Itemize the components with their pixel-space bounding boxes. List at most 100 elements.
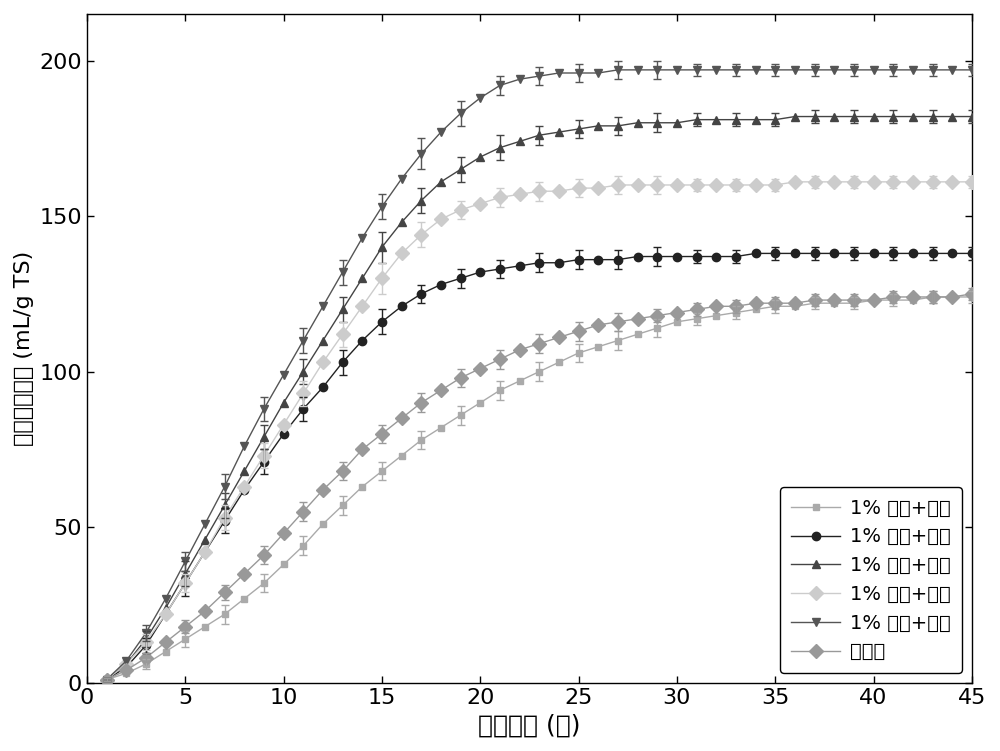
1% 磷酸+盘磨 bbox=[632, 252, 644, 261]
1% 磷酸+盘磨 bbox=[337, 357, 349, 366]
1% 硫酸+盘磨 bbox=[651, 324, 663, 333]
1% 丁酸+盘磨 bbox=[730, 180, 742, 189]
1% 乙酸+盘磨 bbox=[120, 656, 132, 665]
未处理 bbox=[966, 289, 978, 298]
1% 丙酸+盘磨 bbox=[946, 112, 958, 121]
1% 磷酸+盘磨 bbox=[809, 249, 821, 258]
1% 磷酸+盘磨 bbox=[396, 302, 408, 311]
1% 硫酸+盘磨 bbox=[415, 436, 427, 445]
1% 丙酸+盘磨 bbox=[317, 336, 329, 345]
未处理 bbox=[258, 550, 270, 559]
1% 乙酸+盘磨 bbox=[415, 149, 427, 158]
1% 硫酸+盘磨 bbox=[887, 296, 899, 305]
未处理 bbox=[750, 299, 762, 308]
未处理 bbox=[828, 296, 840, 305]
1% 磷酸+盘磨 bbox=[651, 252, 663, 261]
1% 磷酸+盘磨 bbox=[533, 258, 545, 267]
1% 硫酸+盘磨 bbox=[868, 296, 880, 305]
1% 乙酸+盘磨 bbox=[691, 65, 703, 74]
1% 丙酸+盘磨 bbox=[179, 569, 191, 578]
1% 丙酸+盘磨 bbox=[514, 137, 526, 146]
1% 丙酸+盘磨 bbox=[160, 604, 172, 613]
1% 丁酸+盘磨 bbox=[651, 180, 663, 189]
1% 丁酸+盘磨 bbox=[258, 451, 270, 460]
未处理 bbox=[553, 333, 565, 342]
1% 丁酸+盘磨 bbox=[455, 205, 467, 214]
1% 磷酸+盘磨 bbox=[101, 675, 113, 684]
X-axis label: 发酵时间 (天): 发酵时间 (天) bbox=[478, 713, 581, 737]
1% 硫酸+盘磨 bbox=[179, 635, 191, 644]
未处理 bbox=[474, 364, 486, 373]
1% 乙酸+盘磨 bbox=[396, 174, 408, 183]
1% 乙酸+盘磨 bbox=[140, 629, 152, 638]
1% 丁酸+盘磨 bbox=[553, 187, 565, 196]
1% 硫酸+盘磨 bbox=[769, 302, 781, 311]
1% 丁酸+盘磨 bbox=[494, 193, 506, 202]
1% 硫酸+盘磨 bbox=[199, 622, 211, 631]
1% 磷酸+盘磨 bbox=[828, 249, 840, 258]
1% 乙酸+盘磨 bbox=[769, 65, 781, 74]
1% 硫酸+盘磨 bbox=[927, 292, 939, 301]
未处理 bbox=[140, 653, 152, 662]
1% 丁酸+盘磨 bbox=[848, 177, 860, 186]
未处理 bbox=[455, 373, 467, 382]
1% 磷酸+盘磨 bbox=[769, 249, 781, 258]
1% 丁酸+盘磨 bbox=[219, 514, 231, 523]
1% 硫酸+盘磨 bbox=[809, 299, 821, 308]
1% 丙酸+盘磨 bbox=[651, 118, 663, 127]
1% 磷酸+盘磨 bbox=[258, 457, 270, 466]
1% 丁酸+盘磨 bbox=[179, 578, 191, 587]
1% 丙酸+盘磨 bbox=[337, 305, 349, 314]
1% 磷酸+盘磨 bbox=[671, 252, 683, 261]
1% 乙酸+盘磨 bbox=[514, 74, 526, 83]
1% 丁酸+盘磨 bbox=[750, 180, 762, 189]
1% 硫酸+盘磨 bbox=[238, 594, 250, 603]
1% 丙酸+盘磨 bbox=[573, 125, 585, 134]
1% 丁酸+盘磨 bbox=[120, 659, 132, 668]
1% 硫酸+盘磨 bbox=[494, 386, 506, 395]
1% 丁酸+盘磨 bbox=[160, 610, 172, 619]
1% 硫酸+盘磨 bbox=[317, 520, 329, 529]
未处理 bbox=[612, 318, 624, 327]
未处理 bbox=[101, 675, 113, 684]
1% 乙酸+盘磨 bbox=[474, 93, 486, 102]
1% 乙酸+盘磨 bbox=[907, 65, 919, 74]
1% 丙酸+盘磨 bbox=[101, 675, 113, 684]
未处理 bbox=[337, 466, 349, 475]
1% 硫酸+盘磨 bbox=[297, 541, 309, 550]
1% 硫酸+盘磨 bbox=[632, 330, 644, 339]
1% 丙酸+盘磨 bbox=[828, 112, 840, 121]
1% 丙酸+盘磨 bbox=[592, 122, 604, 131]
未处理 bbox=[887, 292, 899, 301]
1% 丁酸+盘磨 bbox=[769, 180, 781, 189]
1% 磷酸+盘磨 bbox=[927, 249, 939, 258]
1% 磷酸+盘磨 bbox=[573, 255, 585, 264]
1% 乙酸+盘磨 bbox=[927, 65, 939, 74]
未处理 bbox=[710, 302, 722, 311]
1% 丙酸+盘磨 bbox=[710, 115, 722, 124]
未处理 bbox=[769, 299, 781, 308]
1% 丁酸+盘磨 bbox=[868, 177, 880, 186]
1% 丁酸+盘磨 bbox=[317, 357, 329, 366]
1% 丁酸+盘磨 bbox=[101, 675, 113, 684]
1% 硫酸+盘磨 bbox=[592, 342, 604, 351]
1% 乙酸+盘磨 bbox=[789, 65, 801, 74]
1% 丁酸+盘磨 bbox=[533, 187, 545, 196]
1% 乙酸+盘磨 bbox=[573, 68, 585, 77]
1% 丙酸+盘磨 bbox=[474, 152, 486, 161]
1% 硫酸+盘磨 bbox=[691, 314, 703, 323]
1% 丁酸+盘磨 bbox=[828, 177, 840, 186]
未处理 bbox=[356, 445, 368, 454]
1% 乙酸+盘磨 bbox=[592, 68, 604, 77]
1% 磷酸+盘磨 bbox=[514, 261, 526, 270]
1% 磷酸+盘磨 bbox=[946, 249, 958, 258]
1% 丙酸+盘磨 bbox=[238, 466, 250, 475]
1% 丙酸+盘磨 bbox=[297, 367, 309, 376]
1% 丙酸+盘磨 bbox=[199, 535, 211, 544]
1% 乙酸+盘磨 bbox=[671, 65, 683, 74]
1% 磷酸+盘磨 bbox=[730, 252, 742, 261]
Line: 1% 丙酸+盘磨: 1% 丙酸+盘磨 bbox=[102, 113, 976, 683]
1% 丙酸+盘磨 bbox=[376, 243, 388, 252]
1% 丁酸+盘磨 bbox=[592, 183, 604, 192]
1% 硫酸+盘磨 bbox=[219, 610, 231, 619]
